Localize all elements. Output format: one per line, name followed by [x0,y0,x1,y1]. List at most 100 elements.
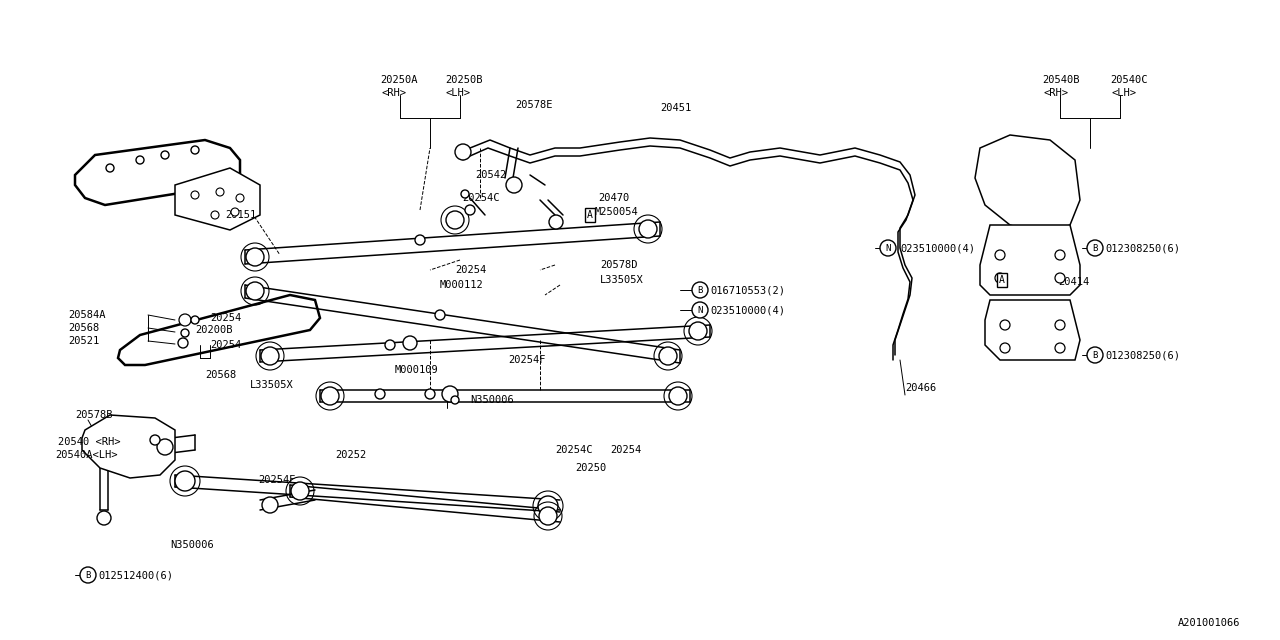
Circle shape [538,496,558,516]
Circle shape [669,387,687,405]
Text: 20540 <RH>: 20540 <RH> [58,437,120,447]
Text: 20578B: 20578B [76,410,113,420]
Circle shape [1000,343,1010,353]
Text: 20540A<LH>: 20540A<LH> [55,450,118,460]
Circle shape [236,194,244,202]
Text: B: B [698,285,703,294]
Text: 20250B: 20250B [445,75,483,85]
Circle shape [216,188,224,196]
Polygon shape [76,140,241,205]
Circle shape [689,322,707,340]
Text: N: N [698,305,703,314]
Circle shape [262,497,278,513]
Circle shape [1087,347,1103,363]
Circle shape [211,211,219,219]
Circle shape [106,164,114,172]
Circle shape [79,567,96,583]
Circle shape [246,282,264,300]
Text: 023510000(4): 023510000(4) [900,243,975,253]
Text: 20584A: 20584A [68,310,105,320]
Polygon shape [175,168,260,230]
Text: N: N [886,243,891,253]
Polygon shape [975,135,1080,235]
Circle shape [415,235,425,245]
Circle shape [385,340,396,350]
Text: 023510000(4): 023510000(4) [710,305,785,315]
Text: 20568: 20568 [68,323,100,333]
Circle shape [1055,273,1065,283]
Text: 20254: 20254 [611,445,641,455]
Text: 20254F: 20254F [508,355,545,365]
Text: A201001066: A201001066 [1178,618,1240,628]
Circle shape [291,482,308,500]
Text: A: A [588,210,593,220]
Text: 20521: 20521 [68,336,100,346]
Circle shape [639,220,657,238]
Text: 20578E: 20578E [515,100,553,110]
Circle shape [230,208,239,216]
Text: B: B [86,570,91,579]
Text: 012512400(6): 012512400(6) [99,570,173,580]
Circle shape [442,386,458,402]
Circle shape [191,316,198,324]
Circle shape [321,387,339,405]
Text: M000112: M000112 [440,280,484,290]
Circle shape [995,273,1005,283]
Text: 20254C: 20254C [556,445,593,455]
Circle shape [1000,320,1010,330]
Circle shape [403,336,417,350]
Circle shape [454,144,471,160]
Text: 20540C: 20540C [1110,75,1147,85]
Text: 20254: 20254 [210,313,241,323]
Circle shape [1055,250,1065,260]
Text: 20252: 20252 [335,450,366,460]
Circle shape [1087,240,1103,256]
Text: 20250A: 20250A [380,75,417,85]
Text: 20451: 20451 [660,103,691,113]
Circle shape [180,329,189,337]
Circle shape [261,347,279,365]
Circle shape [175,471,195,491]
Text: 012308250(6): 012308250(6) [1105,350,1180,360]
Text: 20578D: 20578D [600,260,637,270]
Circle shape [506,177,522,193]
Text: N350006: N350006 [170,540,214,550]
Text: <RH>: <RH> [381,88,406,98]
Text: 20466: 20466 [905,383,936,393]
Circle shape [179,314,191,326]
Text: N350006: N350006 [470,395,513,405]
Circle shape [191,191,198,199]
Circle shape [445,211,465,229]
Circle shape [191,146,198,154]
Text: 20414: 20414 [1059,277,1089,287]
Circle shape [692,302,708,318]
Circle shape [435,310,445,320]
Text: 20540B: 20540B [1042,75,1079,85]
Text: A: A [1000,275,1005,285]
Text: L33505X: L33505X [250,380,293,390]
Circle shape [161,151,169,159]
Text: <LH>: <LH> [445,88,471,98]
Polygon shape [986,300,1080,360]
Text: 012308250(6): 012308250(6) [1105,243,1180,253]
Circle shape [425,389,435,399]
Circle shape [465,205,475,215]
Text: 20250: 20250 [575,463,607,473]
Text: 016710553(2): 016710553(2) [710,285,785,295]
Circle shape [549,215,563,229]
Text: 20254: 20254 [210,340,241,350]
Polygon shape [82,415,175,478]
Circle shape [246,248,264,266]
Circle shape [97,511,111,525]
Circle shape [375,389,385,399]
Text: 20542: 20542 [475,170,507,180]
Circle shape [539,507,557,525]
Text: B: B [1092,351,1098,360]
Circle shape [1055,343,1065,353]
Text: <RH>: <RH> [1043,88,1068,98]
Circle shape [461,190,468,198]
Text: M250054: M250054 [595,207,639,217]
Circle shape [136,156,143,164]
Circle shape [995,250,1005,260]
Text: 20254C: 20254C [462,193,499,203]
